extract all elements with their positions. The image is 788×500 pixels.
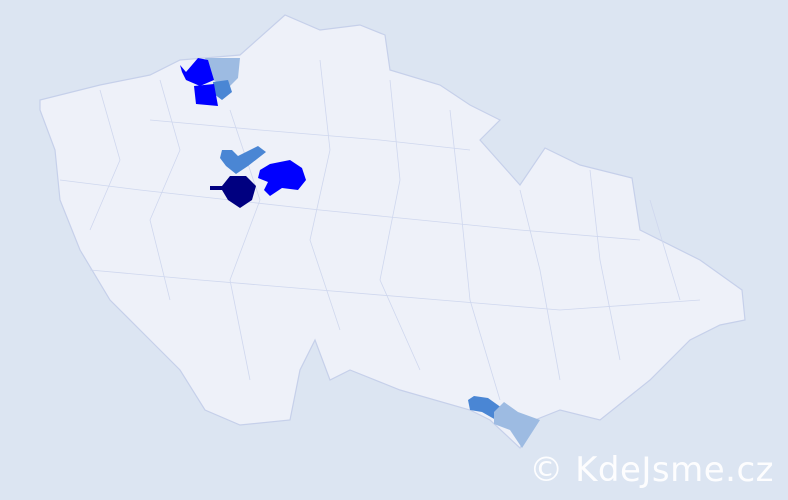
country-outline xyxy=(39,14,746,449)
district-highlight-medium xyxy=(220,146,266,174)
district-highlight-low xyxy=(494,402,540,448)
watermark: © KdeJsme.cz xyxy=(529,450,774,490)
district-highlight-high xyxy=(258,160,306,196)
district-highlight-high xyxy=(180,58,214,86)
district-highlight-low xyxy=(205,58,240,88)
district-highlight-highest xyxy=(210,176,256,208)
district-highlight-medium xyxy=(468,396,502,420)
district-borders xyxy=(59,59,701,401)
district-highlight-high xyxy=(194,84,218,106)
district-highlight-medium xyxy=(213,80,232,100)
